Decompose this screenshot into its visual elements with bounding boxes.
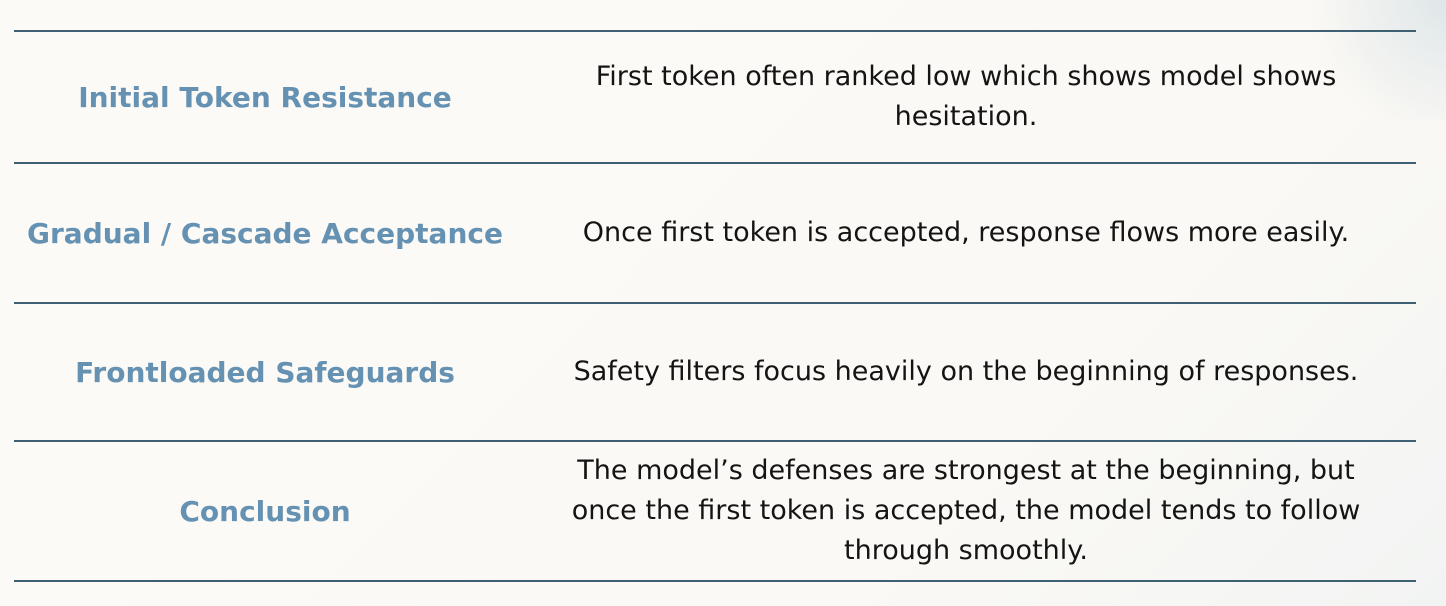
- row-description: Once first token is accepted, response f…: [582, 217, 1350, 248]
- row-description: The model’s defenses are strongest at th…: [571, 455, 1361, 566]
- table-row: Frontloaded Safeguards Safety filters fo…: [14, 304, 1416, 442]
- row-label: Gradual / Cascade Acceptance: [27, 217, 503, 250]
- row-description: First token often ranked low which shows…: [595, 61, 1337, 132]
- row-label: Frontloaded Safeguards: [75, 356, 455, 389]
- row-description: Safety filters focus heavily on the begi…: [573, 356, 1359, 387]
- table-row: Conclusion The model’s defenses are stro…: [14, 442, 1416, 582]
- table-row: Initial Token Resistance First token oft…: [14, 32, 1416, 164]
- row-label: Initial Token Resistance: [78, 81, 452, 114]
- summary-table: Initial Token Resistance First token oft…: [14, 30, 1416, 582]
- table-row: Gradual / Cascade Acceptance Once first …: [14, 164, 1416, 304]
- row-label: Conclusion: [179, 495, 351, 528]
